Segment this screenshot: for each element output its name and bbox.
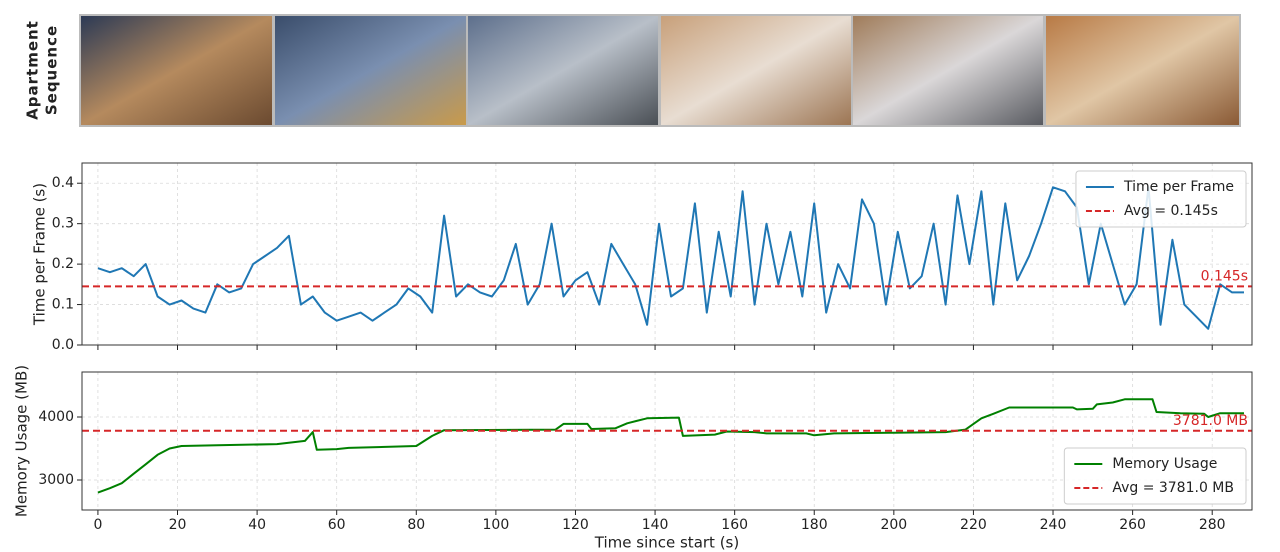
x-tick-label: 80 (407, 517, 425, 533)
photo (468, 16, 658, 125)
legend: Memory Usage Avg = 3781.0 MB (1063, 447, 1247, 505)
x-tick-label: 200 (880, 517, 907, 533)
photo (853, 16, 1043, 125)
reference-label: 0.145s (1201, 268, 1248, 284)
data-line (97, 186, 1244, 330)
y-tick-label: 4000 (38, 409, 74, 425)
x-tick-label: 40 (248, 517, 266, 533)
reference-label: 3781.0 MB (1173, 413, 1248, 429)
plot-frame (81, 162, 1253, 346)
x-axis-label: Time since start (s) (594, 534, 739, 552)
x-tick-label: 0 (93, 517, 102, 533)
legend-label: Avg = 3781.0 MB (1112, 480, 1234, 496)
y-tick-label: 0.1 (52, 297, 74, 313)
legend-box (1063, 447, 1247, 505)
chart: 0 20 40 60 80 100 120 140 160 180 200 220 240 260 280 3… (13, 365, 1253, 552)
y-tick-label: 0.0 (52, 337, 74, 353)
x-tick-label: 140 (642, 517, 669, 533)
legend: Time per Frame Avg = 0.145s (1075, 170, 1247, 228)
y-tick-label: 3000 (38, 472, 74, 488)
legend-label: Time per Frame (1123, 179, 1234, 195)
x-tick-label: 100 (483, 517, 510, 533)
legend-label: Memory Usage (1112, 456, 1217, 472)
data-line (97, 398, 1244, 494)
photo (275, 16, 466, 125)
x-tick-label: 180 (801, 517, 828, 533)
strip-label: Apartment (24, 20, 42, 120)
x-tick-label: 60 (328, 517, 346, 533)
y-tick-label: 0.2 (52, 256, 74, 272)
plot-frame (81, 371, 1253, 511)
x-tick-label: 280 (1199, 517, 1226, 533)
x-tick-label: 20 (169, 517, 187, 533)
y-tick-label: 0.3 (52, 216, 74, 232)
y-axis-label: Memory Usage (MB) (13, 365, 31, 517)
photo (661, 16, 851, 125)
x-tick-label: 240 (1040, 517, 1067, 533)
x-tick-label: 220 (960, 517, 987, 533)
y-tick-label: 0.4 (52, 175, 74, 191)
legend-label: Avg = 0.145s (1124, 203, 1218, 219)
legend-box (1075, 170, 1247, 228)
x-tick-label: 120 (562, 517, 589, 533)
strip-label: Sequence (43, 25, 61, 115)
photo (81, 16, 272, 125)
image-strip: Apartment Sequence (24, 14, 1241, 127)
photo (1046, 16, 1239, 125)
x-tick-label: 260 (1119, 517, 1146, 533)
y-axis-label: Time per Frame (s) (31, 183, 49, 326)
x-tick-label: 160 (721, 517, 748, 533)
